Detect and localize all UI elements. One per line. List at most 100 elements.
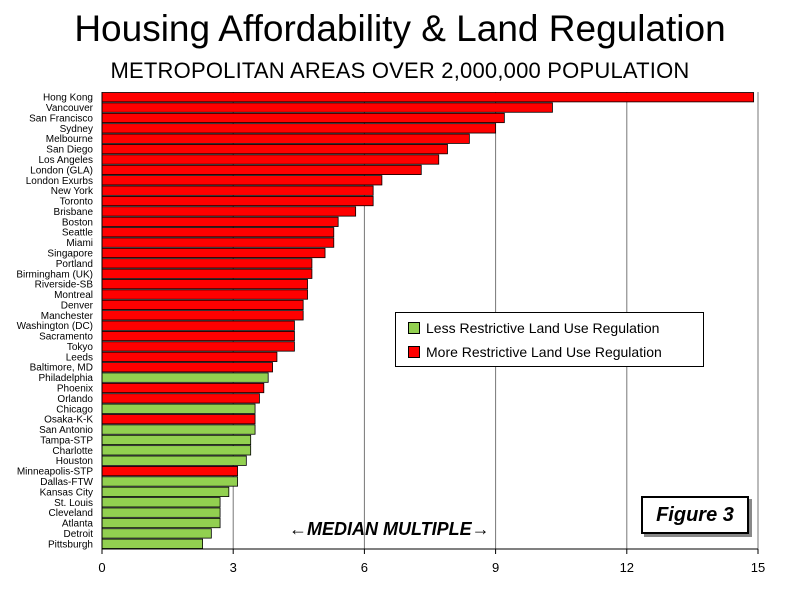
category-label: Chicago	[56, 404, 93, 415]
category-label: London (GLA)	[30, 165, 93, 176]
bar	[101, 154, 440, 165]
category-label: Hong Kong	[43, 93, 93, 104]
category-label: Birmingham (UK)	[16, 269, 93, 280]
chart-subtitle: METROPOLITAN AREAS OVER 2,000,000 POPULA…	[110, 58, 690, 83]
category-label: Baltimore, MD	[30, 363, 93, 374]
legend: Less Restrictive Land Use Regulation Mor…	[395, 312, 704, 367]
bar	[101, 476, 238, 487]
bar	[101, 299, 304, 311]
x-tick-label: 9	[492, 560, 499, 575]
category-label: San Diego	[46, 145, 93, 156]
bar	[101, 507, 221, 518]
category-label: Kansas City	[40, 487, 93, 498]
bar	[101, 258, 313, 269]
category-label: Detroit	[64, 529, 94, 540]
category-label: Manchester	[41, 311, 94, 322]
bar	[101, 144, 448, 155]
category-label: Atlanta	[62, 519, 94, 530]
category-label: Philadelphia	[39, 373, 94, 384]
bar	[101, 517, 221, 529]
figure-label: Figure 3	[641, 496, 749, 534]
bar	[101, 164, 422, 175]
bar	[101, 372, 269, 383]
legend-label-less: Less Restrictive Land Use Regulation	[426, 320, 660, 336]
bar	[101, 528, 212, 539]
category-label: Washington (DC)	[17, 321, 93, 332]
category-label: Brisbane	[54, 207, 94, 218]
bar	[101, 351, 278, 362]
category-label: New York	[51, 186, 94, 197]
bar	[101, 434, 252, 446]
category-label: Singapore	[47, 248, 93, 259]
category-label: Melbourne	[46, 134, 94, 145]
category-label: San Antonio	[39, 425, 93, 436]
legend-label-more: More Restrictive Land Use Regulation	[426, 344, 662, 360]
bar	[101, 195, 374, 207]
category-label: Riverside-SB	[35, 280, 94, 291]
bar	[101, 216, 339, 227]
category-label: Miami	[66, 238, 93, 249]
bar	[101, 424, 256, 435]
bar	[101, 247, 326, 259]
bar	[101, 497, 221, 508]
category-label: Minneapolis-STP	[17, 467, 93, 478]
category-label: Tokyo	[67, 342, 94, 353]
x-axis-label: ←MEDIAN MULTIPLE→	[289, 519, 490, 539]
category-label: Portland	[56, 259, 93, 270]
category-label: London Exurbs	[26, 176, 93, 187]
bar	[101, 466, 238, 477]
bar	[101, 330, 295, 342]
category-label: Boston	[62, 217, 93, 228]
bar	[101, 310, 304, 321]
bar	[101, 185, 374, 196]
bar	[101, 237, 335, 248]
category-label: Pittsburgh	[48, 539, 93, 550]
x-tick-label: 3	[230, 560, 237, 575]
category-label: Orlando	[57, 394, 93, 405]
legend-item-more: More Restrictive Land Use Regulation	[408, 343, 662, 361]
category-label: Denver	[61, 300, 94, 311]
category-label: Toronto	[60, 197, 94, 208]
bar	[101, 102, 553, 113]
bar	[101, 123, 497, 134]
x-tick-label: 6	[361, 560, 368, 575]
bar	[101, 382, 265, 394]
category-label: Seattle	[62, 228, 94, 239]
legend-swatch-less	[408, 322, 420, 334]
bar	[101, 403, 256, 414]
category-label: Tampa-STP	[40, 435, 93, 446]
category-label: Cleveland	[49, 508, 93, 519]
bar	[101, 445, 252, 456]
x-tick-label: 0	[98, 560, 105, 575]
category-label: San Francisco	[29, 113, 93, 124]
category-label: Leeds	[66, 352, 93, 363]
category-label: Sydney	[60, 124, 93, 135]
category-label: St. Louis	[54, 498, 93, 509]
legend-item-less: Less Restrictive Land Use Regulation	[408, 319, 659, 337]
bar	[101, 227, 335, 238]
bar	[101, 341, 295, 352]
bar	[101, 289, 308, 300]
category-label: Phoenix	[57, 384, 93, 395]
bar	[101, 206, 357, 217]
x-tick-label: 12	[620, 560, 634, 575]
bar	[101, 362, 273, 373]
chart-title: Housing Affordability & Land Regulation	[74, 8, 726, 49]
x-tick-label: 15	[751, 560, 765, 575]
bar	[101, 279, 308, 290]
bar	[101, 538, 203, 549]
bar	[101, 455, 247, 466]
bar	[101, 92, 755, 103]
bar	[101, 486, 230, 497]
category-label: Dallas-FTW	[40, 477, 93, 488]
x-axis: 0 3 6 9 12 15	[98, 92, 765, 575]
category-label: Montreal	[54, 290, 93, 301]
bar	[101, 393, 260, 404]
bar	[101, 112, 505, 124]
category-label: Osaka-K-K	[44, 415, 93, 426]
legend-swatch-more	[408, 346, 420, 358]
category-label: Sacramento	[39, 332, 93, 343]
bar	[101, 268, 313, 279]
